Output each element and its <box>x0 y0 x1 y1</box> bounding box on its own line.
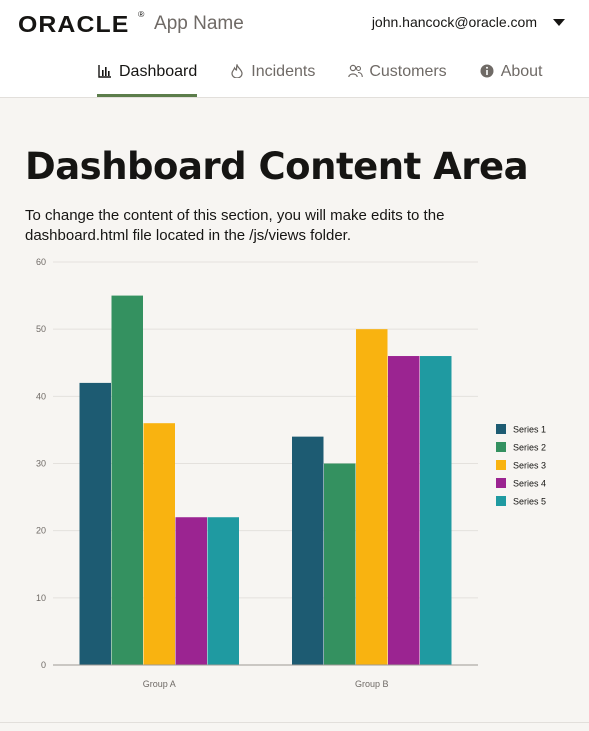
bar <box>388 356 420 665</box>
legend-swatch <box>496 478 506 488</box>
brand: ORACLE ® App Name <box>18 10 244 38</box>
tab-customers[interactable]: Customers <box>347 58 447 97</box>
tab-incidents[interactable]: Incidents <box>229 58 315 97</box>
user-email: john.hancock@oracle.com <box>371 14 537 30</box>
people-icon <box>347 63 363 79</box>
bar-chart: 0 10 20 30 40 50 60 Group A Group B Series 1 Serie… <box>36 257 546 689</box>
bar <box>79 382 111 665</box>
y-tick-label: 0 <box>41 660 46 670</box>
bar <box>111 295 143 665</box>
bar <box>292 436 324 665</box>
bar <box>324 463 356 665</box>
nav-tabs: Dashboard Incidents Customers About <box>97 58 575 97</box>
fire-icon <box>229 63 245 79</box>
footer-divider <box>0 722 589 723</box>
y-tick-label: 20 <box>36 526 46 536</box>
y-tick-label: 30 <box>36 459 46 469</box>
legend-swatch <box>496 442 506 452</box>
x-tick-label: Group B <box>355 679 389 689</box>
y-tick-label: 60 <box>36 257 46 267</box>
tab-label: Incidents <box>251 63 316 80</box>
legend-swatch <box>496 496 506 506</box>
bar <box>356 329 388 665</box>
bar <box>420 356 452 665</box>
bar <box>143 423 175 665</box>
legend-label: Series 3 <box>513 461 546 471</box>
app-name: App Name <box>154 13 244 34</box>
legend-label: Series 5 <box>513 497 546 507</box>
x-tick-label: Group A <box>143 679 176 689</box>
y-tick-label: 40 <box>36 391 46 401</box>
legend-label: Series 1 <box>513 425 546 435</box>
y-tick-label: 10 <box>36 593 46 603</box>
tab-about[interactable]: About <box>479 58 543 97</box>
chart-icon <box>97 63 113 79</box>
legend-swatch <box>496 460 506 470</box>
info-icon <box>479 63 495 79</box>
main-content: Dashboard Content Area To change the con… <box>25 140 565 246</box>
tab-label: Customers <box>369 63 447 80</box>
caret-down-icon[interactable] <box>553 18 565 26</box>
legend-label: Series 2 <box>513 443 546 453</box>
bar <box>175 517 207 665</box>
legend-label: Series 4 <box>513 479 546 489</box>
tab-label: Dashboard <box>119 63 198 80</box>
user-menu[interactable]: john.hancock@oracle.com <box>372 14 565 30</box>
app-header: ORACLE ® App Name john.hancock@oracle.com… <box>0 0 589 98</box>
page-description: To change the content of this section, y… <box>25 207 445 244</box>
oracle-logo: ORACLE ® <box>18 9 146 37</box>
tab-dashboard[interactable]: Dashboard <box>97 58 198 97</box>
y-tick-label: 50 <box>36 324 46 334</box>
bar <box>207 517 239 665</box>
legend-swatch <box>496 424 506 434</box>
page-title: Dashboard Content Area <box>25 145 529 188</box>
tab-label: About <box>500 63 543 80</box>
